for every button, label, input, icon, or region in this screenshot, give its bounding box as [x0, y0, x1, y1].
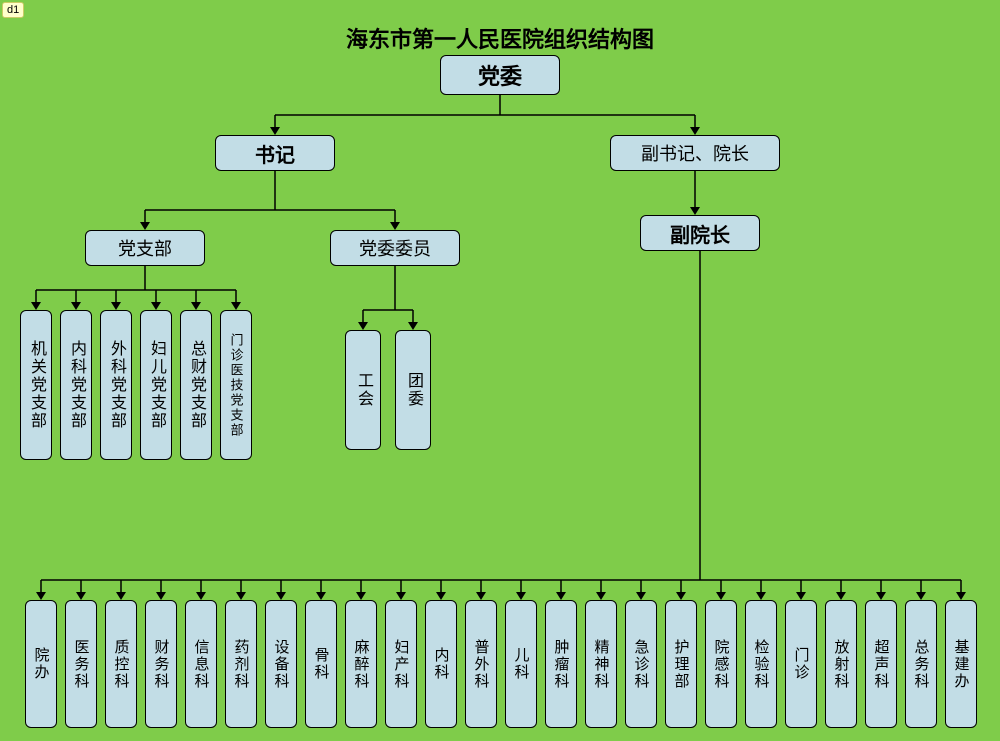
node-dept-1: 医务科 — [65, 600, 97, 728]
node-label: 精神科 — [594, 639, 609, 690]
node-fuyz: 副院长 — [640, 215, 760, 251]
node-label: 基建办 — [954, 639, 969, 690]
node-label: 普外科 — [474, 639, 489, 690]
node-dwwy-0: 工会 — [345, 330, 381, 450]
node-dept-12: 儿科 — [505, 600, 537, 728]
node-dept-2: 质控科 — [105, 600, 137, 728]
node-dept-14: 精神科 — [585, 600, 617, 728]
node-label: 外科党支部 — [108, 340, 124, 430]
node-dept-18: 检验科 — [745, 600, 777, 728]
node-dept-11: 普外科 — [465, 600, 497, 728]
node-label: 书记 — [255, 139, 295, 168]
node-label: 总财党支部 — [188, 340, 204, 430]
node-label: 门诊 — [794, 647, 809, 681]
node-fushuji: 副书记、院长 — [610, 135, 780, 171]
node-label: 工会 — [355, 372, 371, 408]
node-dept-17: 院感科 — [705, 600, 737, 728]
node-dzb-2: 外科党支部 — [100, 310, 132, 460]
node-label: 质控科 — [114, 639, 129, 690]
node-dept-15: 急诊科 — [625, 600, 657, 728]
node-label: 机关党支部 — [28, 340, 44, 430]
node-label: 急诊科 — [634, 639, 649, 690]
node-dept-8: 麻醉科 — [345, 600, 377, 728]
node-dept-19: 门诊 — [785, 600, 817, 728]
node-dzb-0: 机关党支部 — [20, 310, 52, 460]
node-dangzhibu: 党支部 — [85, 230, 205, 266]
node-label: 护理部 — [674, 639, 689, 690]
node-label: 内科党支部 — [68, 340, 84, 430]
node-dept-5: 药剂科 — [225, 600, 257, 728]
node-label: 党委 — [478, 59, 522, 91]
node-dwwy: 党委委员 — [330, 230, 460, 266]
node-dept-0: 院办 — [25, 600, 57, 728]
org-chart-canvas: d1 海东市第一人民医院组织结构图 党委书记副书记、院长党支部党委委员副院长机关… — [0, 0, 1000, 741]
node-label: 副院长 — [670, 219, 730, 248]
node-dept-6: 设备科 — [265, 600, 297, 728]
node-label: 财务科 — [154, 639, 169, 690]
node-label: 放射科 — [834, 639, 849, 690]
node-label: 党支部 — [118, 235, 172, 261]
node-dept-10: 内科 — [425, 600, 457, 728]
node-label: 信息科 — [194, 639, 209, 690]
node-dept-22: 总务科 — [905, 600, 937, 728]
node-dzb-5: 门诊医技党支部 — [220, 310, 252, 460]
node-dept-7: 骨科 — [305, 600, 337, 728]
node-label: 总务科 — [914, 639, 929, 690]
node-shuji: 书记 — [215, 135, 335, 171]
node-label: 超声科 — [874, 639, 889, 690]
node-label: 肿瘤科 — [554, 639, 569, 690]
node-label: 设备科 — [274, 639, 289, 690]
node-dzb-1: 内科党支部 — [60, 310, 92, 460]
node-dwwy-1: 团委 — [395, 330, 431, 450]
node-dept-16: 护理部 — [665, 600, 697, 728]
node-label: 医务科 — [74, 639, 89, 690]
node-label: 药剂科 — [234, 639, 249, 690]
node-label: 门诊医技党支部 — [230, 333, 243, 438]
node-label: 院感科 — [714, 639, 729, 690]
node-dept-20: 放射科 — [825, 600, 857, 728]
node-label: 妇儿党支部 — [148, 340, 164, 430]
node-dept-23: 基建办 — [945, 600, 977, 728]
node-dept-9: 妇产科 — [385, 600, 417, 728]
node-root: 党委 — [440, 55, 560, 95]
node-dzb-4: 总财党支部 — [180, 310, 212, 460]
node-label: 检验科 — [754, 639, 769, 690]
node-label: 副书记、院长 — [641, 140, 749, 166]
node-label: 内科 — [434, 647, 449, 681]
node-dept-21: 超声科 — [865, 600, 897, 728]
node-label: 儿科 — [514, 647, 529, 681]
node-dept-4: 信息科 — [185, 600, 217, 728]
node-dept-13: 肿瘤科 — [545, 600, 577, 728]
node-dzb-3: 妇儿党支部 — [140, 310, 172, 460]
node-label: 院办 — [34, 647, 49, 681]
node-label: 党委委员 — [359, 235, 431, 261]
node-label: 团委 — [405, 372, 421, 408]
node-label: 骨科 — [314, 647, 329, 681]
node-label: 麻醉科 — [354, 639, 369, 690]
node-label: 妇产科 — [394, 639, 409, 690]
node-dept-3: 财务科 — [145, 600, 177, 728]
